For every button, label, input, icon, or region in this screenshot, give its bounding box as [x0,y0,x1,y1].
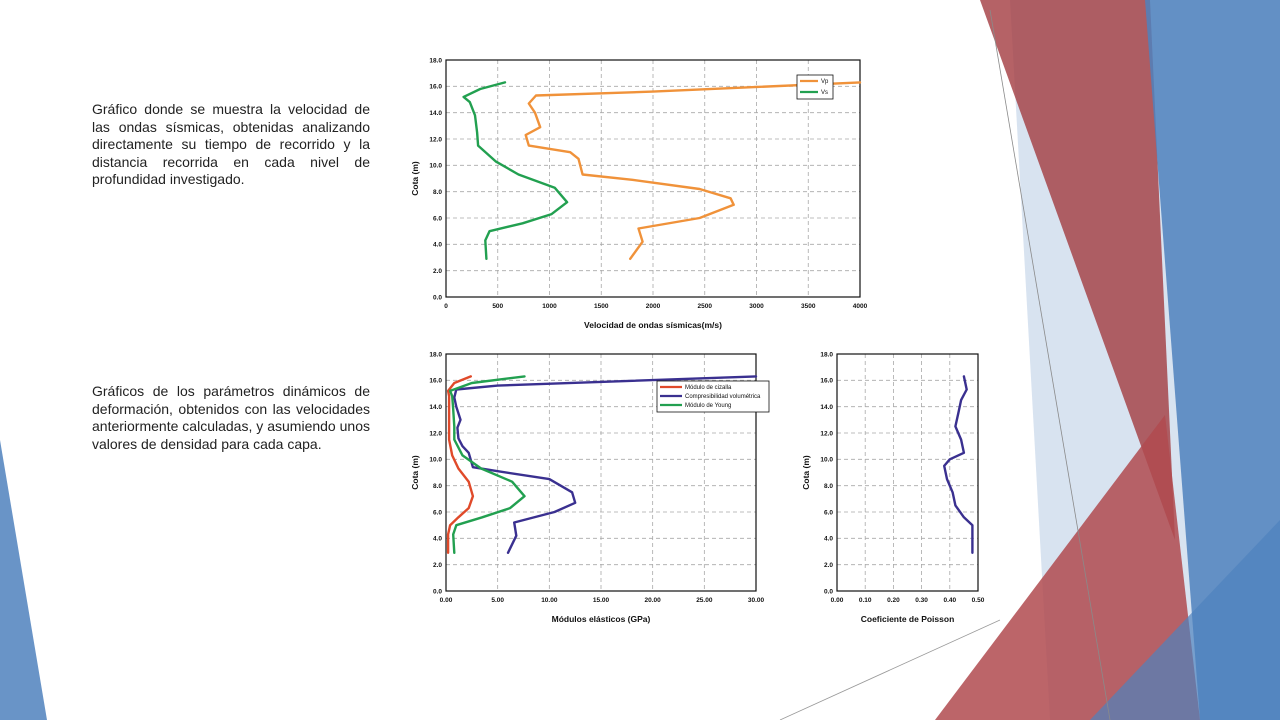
x-tick-label: 25.00 [696,597,713,604]
x-tick-label: 10.00 [541,597,558,604]
y-tick-label: 18.0 [429,57,442,64]
plot-frame [445,353,757,592]
x-tick-label: 0.50 [972,597,985,604]
x-tick-label: 0.20 [887,597,900,604]
left-blue-accent [0,440,47,720]
series-line [446,375,475,554]
plot-frame [836,353,979,592]
decor-red-band-top [980,0,1175,540]
dynamic-parameters-description: Gráficos de los parámetros dinámicos de … [92,383,370,452]
y-tick-label: 16.0 [429,378,442,385]
x-tick-label: 0.30 [915,597,928,604]
velocity-description: Gráfico donde se muestra la velocidad de… [92,101,370,187]
decor-red-band-bottom [935,415,1200,720]
y-tick-label: 0.0 [824,588,833,595]
legend-entry: Vp [821,79,829,85]
x-tick-label: 1000 [542,303,557,310]
x-tick-label: 4000 [853,303,868,310]
plot-area [837,354,978,591]
y-axis-title: Cota (m) [410,455,420,490]
plot-frame [445,59,861,298]
y-tick-label: 0.0 [433,588,442,595]
x-tick-label: 1500 [594,303,609,310]
y-tick-label: 12.0 [429,430,442,437]
x-axis-title: Módulos elásticos (GPa) [552,614,651,624]
x-tick-label: 500 [492,303,503,310]
y-tick-label: 2.0 [433,562,442,569]
legend-entry: Compresibilidad volumétrica [685,394,761,400]
y-tick-label: 4.0 [824,536,833,543]
legend-entry: Vs [821,90,828,96]
y-tick-label: 8.0 [433,483,442,490]
y-tick-label: 14.0 [429,110,442,117]
y-tick-label: 0.0 [433,294,442,301]
series-line [453,375,758,554]
y-tick-label: 12.0 [429,136,442,143]
x-tick-label: 20.00 [645,597,662,604]
x-tick-label: 30.00 [748,597,765,604]
y-tick-label: 6.0 [433,215,442,222]
x-tick-label: 0.00 [440,597,453,604]
y-tick-label: 10.0 [429,457,442,464]
legend-entry: Módulo de Young [685,403,731,409]
legend-box [796,74,834,100]
series-line [462,81,569,260]
y-tick-label: 8.0 [824,483,833,490]
y-axis-title: Cota (m) [801,455,811,490]
y-tick-label: 6.0 [824,509,833,516]
decor-thin-line [779,619,1001,720]
y-tick-label: 18.0 [820,351,833,358]
x-axis-title: Velocidad de ondas sísmicas(m/s) [584,320,722,330]
x-tick-label: 2500 [698,303,713,310]
x-axis-title: Coeficiente de Poisson [861,614,955,624]
decor-blue-band-right [1145,0,1280,720]
series-line [448,375,526,554]
x-tick-label: 0 [444,303,448,310]
x-tick-label: 15.00 [593,597,610,604]
x-tick-label: 3500 [801,303,816,310]
series-line [943,375,974,554]
y-tick-label: 16.0 [429,84,442,91]
y-tick-label: 16.0 [820,378,833,385]
y-tick-label: 8.0 [433,189,442,196]
y-tick-label: 18.0 [429,351,442,358]
y-tick-label: 6.0 [433,509,442,516]
y-tick-label: 12.0 [820,430,833,437]
legend-entry: Módulo de cizalla [685,385,732,391]
x-tick-label: 0.40 [943,597,956,604]
decor-blue-band-bottom [1090,520,1280,720]
x-tick-label: 3000 [749,303,764,310]
y-tick-label: 10.0 [429,163,442,170]
series-line [524,81,862,260]
y-tick-label: 10.0 [820,457,833,464]
x-tick-label: 0.10 [859,597,872,604]
y-tick-label: 4.0 [433,536,442,543]
x-tick-label: 0.00 [831,597,844,604]
y-tick-label: 2.0 [433,268,442,275]
y-tick-label: 14.0 [820,404,833,411]
y-tick-label: 14.0 [429,404,442,411]
decor-thin-line [989,9,1111,720]
x-tick-label: 2000 [646,303,661,310]
x-tick-label: 5.00 [491,597,504,604]
y-tick-label: 4.0 [433,242,442,249]
y-tick-label: 2.0 [824,562,833,569]
y-axis-title: Cota (m) [410,161,420,196]
